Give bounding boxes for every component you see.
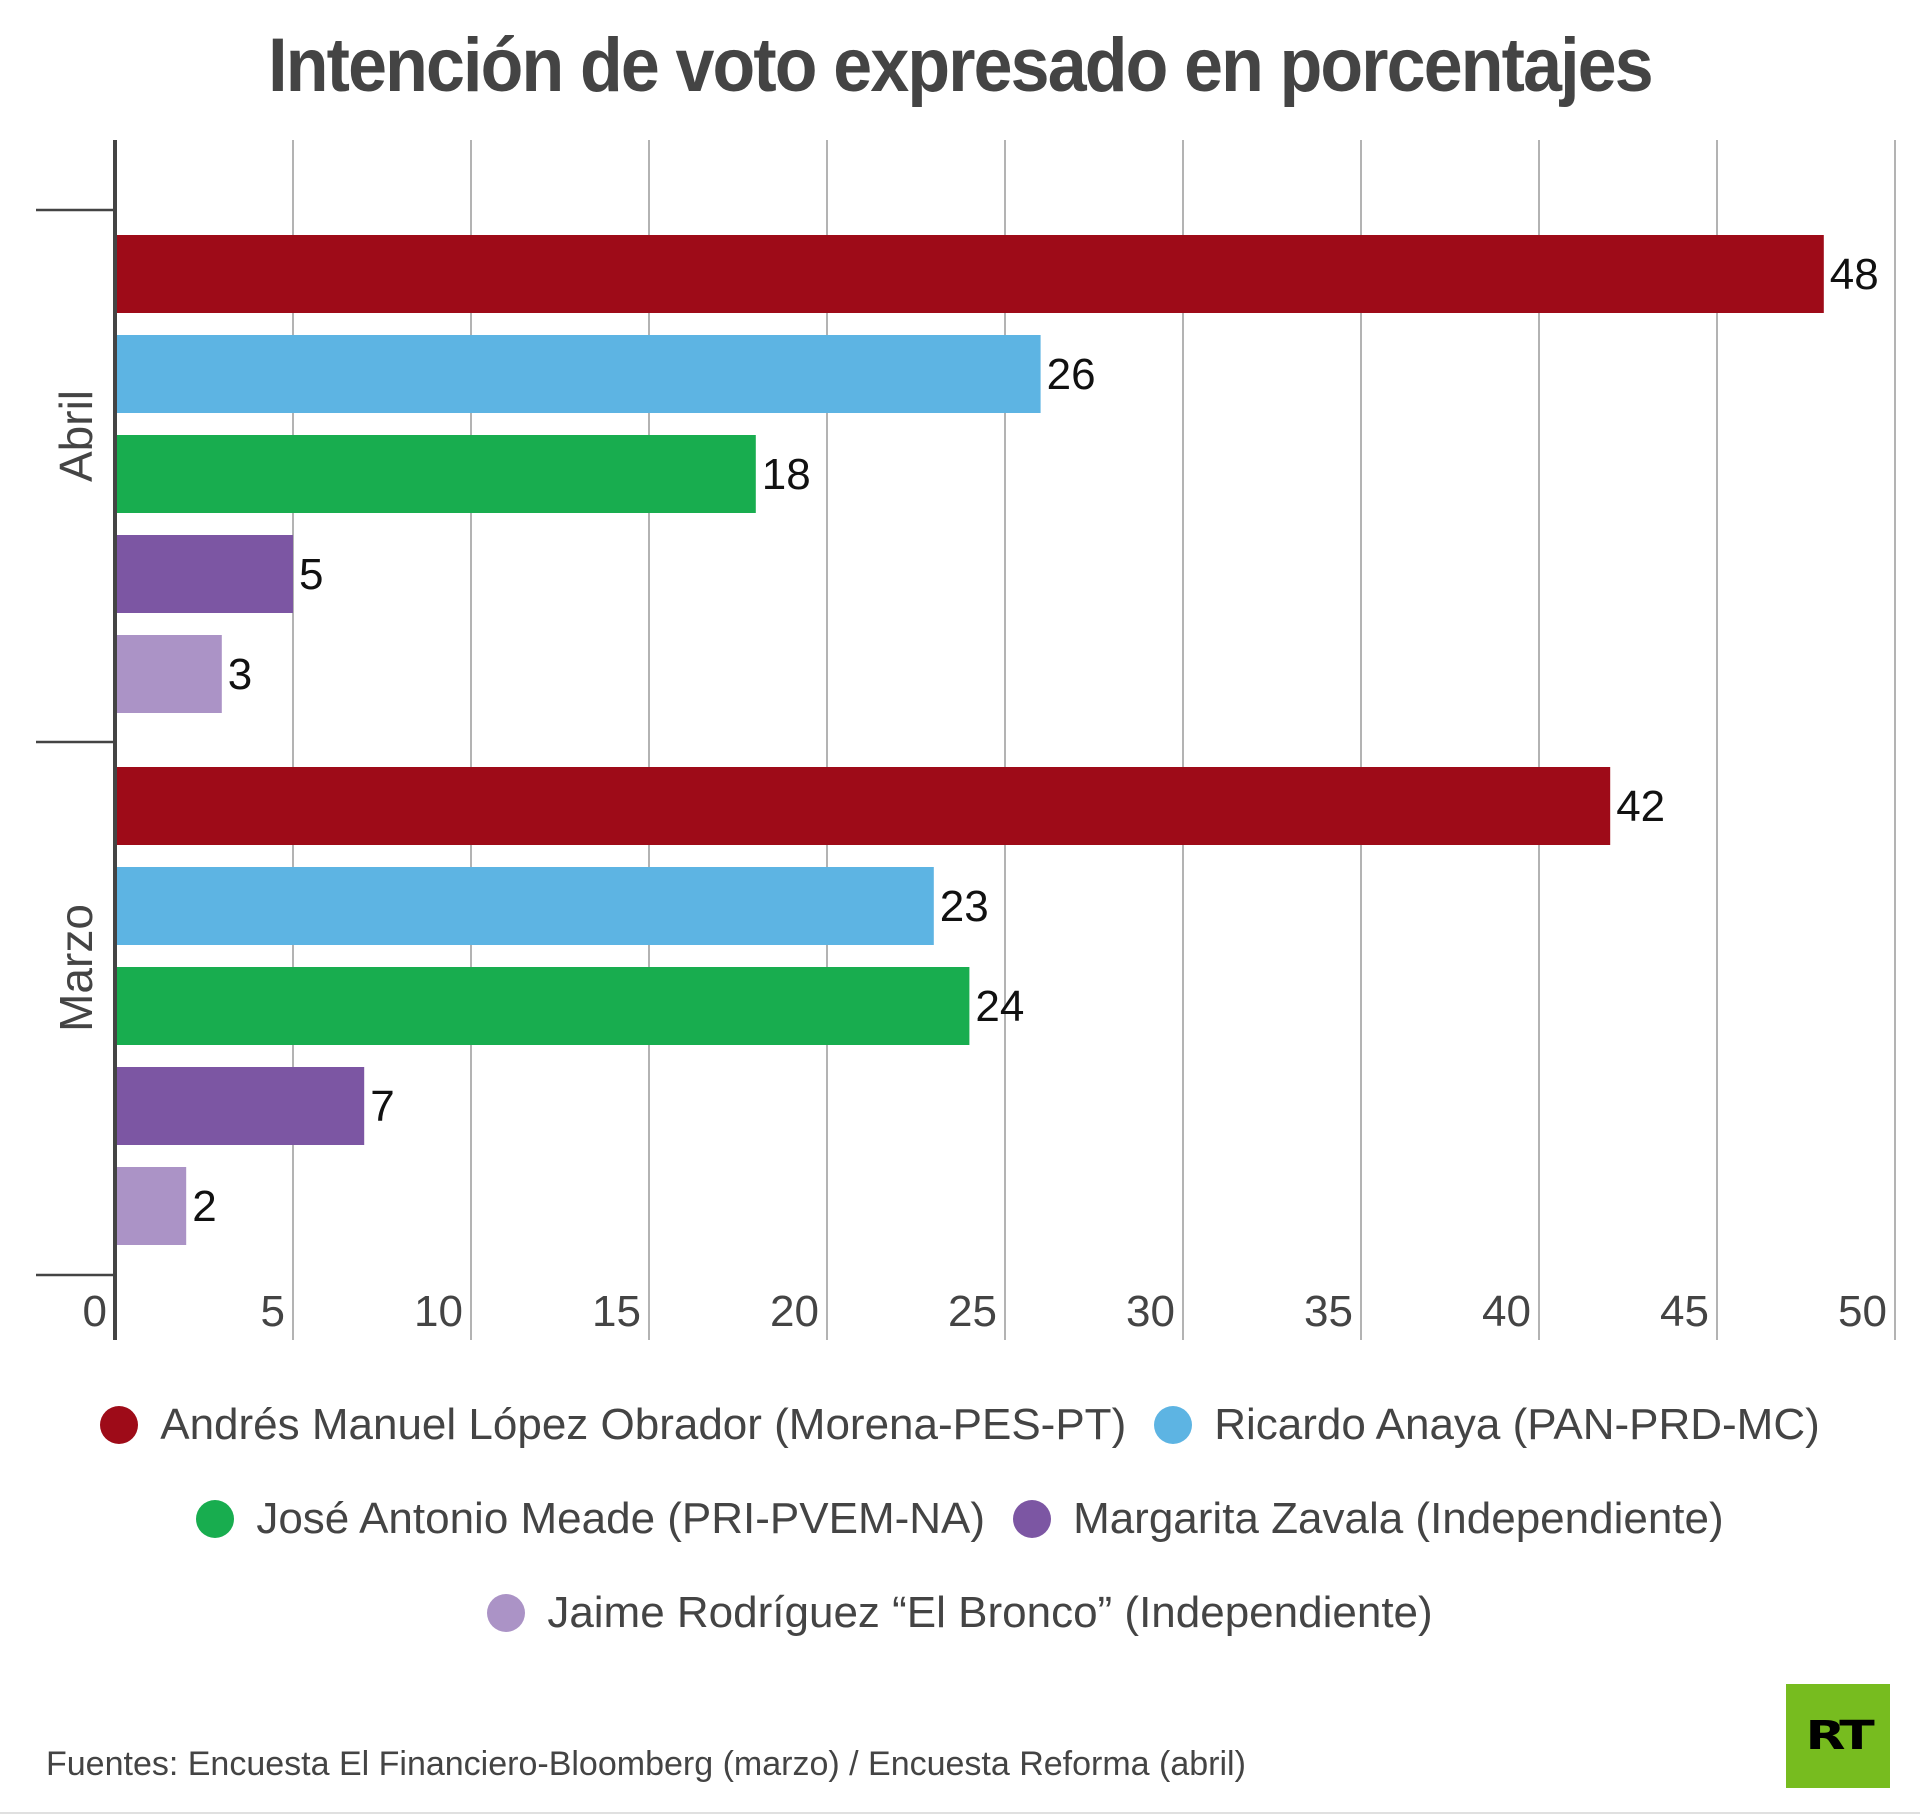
bar-value-label: 42 [1616, 782, 1665, 831]
x-tick-label: 40 [1482, 1287, 1531, 1336]
rt-logo: RT [1786, 1684, 1890, 1788]
legend-label: Ricardo Anaya (PAN-PRD-MC) [1214, 1400, 1820, 1449]
bar-value-label: 18 [762, 450, 811, 499]
bar [115, 967, 970, 1045]
bar [115, 867, 934, 945]
bar [115, 235, 1824, 313]
legend-label: José Antonio Meade (PRI-PVEM-NA) [256, 1494, 986, 1543]
x-tick-label: 15 [592, 1287, 641, 1336]
legend-marker-icon [1154, 1406, 1193, 1444]
bar [115, 1167, 187, 1245]
legend-row: José Antonio Meade (PRI-PVEM-NA) Margarit… [0, 1494, 1920, 1549]
x-tick-label: 35 [1304, 1287, 1353, 1336]
bar [115, 635, 222, 713]
bar-value-label: 2 [192, 1182, 216, 1231]
x-tick-label: 0 [83, 1287, 107, 1336]
bar-value-label: 5 [299, 550, 323, 599]
bar [115, 435, 756, 513]
chart-title: Intención de voto expresado en porcentaj… [268, 23, 1653, 108]
bar-chart: 48 26 18 5 3 Abril 42 23 24 7 2 Marzo 0 5 10 15 20 25 30 35… [36, 140, 1896, 1340]
x-tick-label: 50 [1838, 1287, 1887, 1336]
legend-row: Jaime Rodríguez “El Bronco” (Independien… [0, 1588, 1920, 1643]
x-tick-label: 30 [1126, 1287, 1175, 1336]
x-tick-label: 20 [770, 1287, 819, 1336]
source-note: Fuentes: Encuesta El Financiero-Bloomber… [46, 1745, 1246, 1783]
bottom-divider [0, 1812, 1920, 1814]
legend-item: Andrés Manuel López Obrador (Morena-PES-… [100, 1400, 1126, 1450]
legend-row: Andrés Manuel López Obrador (Morena-PES-… [0, 1400, 1920, 1455]
legend-marker-icon [196, 1500, 235, 1538]
category-label: Marzo [50, 904, 102, 1032]
bar [115, 1067, 365, 1145]
legend-item: Margarita Zavala (Independiente) [1013, 1494, 1724, 1544]
legend-marker-icon [1013, 1500, 1052, 1538]
legend-label: Margarita Zavala (Independiente) [1073, 1494, 1724, 1543]
legend-item: Jaime Rodríguez “El Bronco” (Independien… [487, 1588, 1433, 1638]
category-label: Abril [50, 390, 102, 482]
bar [115, 335, 1041, 413]
bar-value-label: 7 [370, 1082, 394, 1131]
bar [115, 767, 1611, 845]
x-tick-label: 45 [1660, 1287, 1709, 1336]
bar-value-label: 48 [1830, 250, 1879, 299]
x-tick-label: 10 [414, 1287, 463, 1336]
legend-marker-icon [487, 1594, 526, 1632]
x-tick-label: 25 [948, 1287, 997, 1336]
bar-value-label: 3 [228, 650, 252, 699]
bar-value-label: 23 [940, 882, 989, 931]
legend-item: José Antonio Meade (PRI-PVEM-NA) [196, 1494, 985, 1544]
bar-value-label: 26 [1047, 350, 1096, 399]
legend-item: Ricardo Anaya (PAN-PRD-MC) [1154, 1400, 1820, 1450]
legend-label: Andrés Manuel López Obrador (Morena-PES-… [160, 1400, 1127, 1449]
bar [115, 535, 293, 613]
legend-label: Jaime Rodríguez “El Bronco” (Independien… [547, 1588, 1433, 1637]
legend-marker-icon [100, 1406, 139, 1444]
x-tick-label: 5 [261, 1287, 285, 1336]
bar-value-label: 24 [975, 982, 1024, 1031]
rt-logo-text: RT [1805, 1713, 1874, 1759]
